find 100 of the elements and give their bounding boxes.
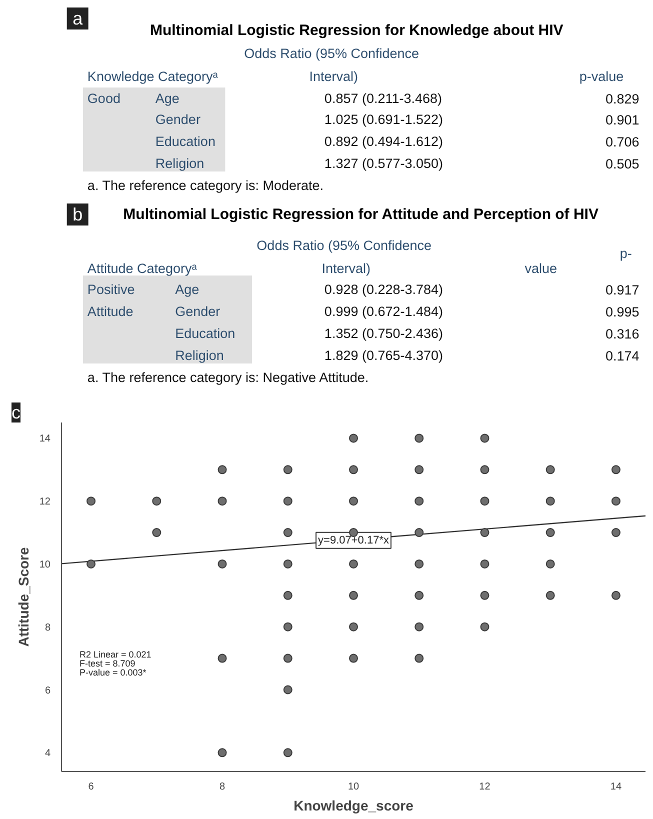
text: 0.505 [605, 156, 640, 172]
text: 1.829 (0.765-4.370) [324, 348, 444, 363]
point [546, 590, 555, 600]
x-axis-title: Knowledge_score [294, 798, 414, 814]
text: Interval) [322, 261, 371, 276]
point [480, 465, 490, 474]
point [546, 496, 555, 506]
point [86, 559, 96, 568]
point [414, 590, 424, 600]
text: c [12, 402, 20, 422]
y-tick-label: 4 [44, 748, 51, 760]
annotation: F-test = 8.709 [80, 658, 136, 668]
point [283, 748, 292, 758]
point [546, 528, 555, 538]
annotation: y=9.07+0.17*x [318, 534, 390, 546]
text: p-value [579, 69, 624, 84]
text: 0.995 [605, 304, 640, 320]
y-tick-label: 6 [44, 685, 51, 696]
point [283, 559, 292, 568]
text: 1.327 (0.577-3.050) [324, 156, 444, 171]
point [349, 590, 358, 600]
point [283, 528, 292, 538]
y-tick-label: 12 [39, 496, 51, 508]
point [218, 559, 227, 568]
text: 0.928 (0.228-3.784) [324, 282, 444, 297]
text: 0.316 [605, 326, 640, 342]
text: b [72, 204, 83, 224]
text: Age [155, 91, 180, 106]
annotation: R2 Linear = 0.021 [80, 650, 152, 660]
text: Religion [155, 156, 204, 171]
point [283, 590, 292, 600]
text: 1.025 (0.691-1.522) [324, 112, 444, 127]
point [414, 654, 424, 663]
point [283, 685, 292, 694]
text: a. The reference category is: Moderate. [87, 178, 324, 193]
text: 1.352 (0.750-2.436) [324, 326, 444, 341]
point [152, 496, 162, 506]
text: a. The reference category is: Negative Attitude. [87, 370, 369, 385]
text: a [72, 8, 84, 28]
text: 0.999 (0.672-1.484) [324, 304, 444, 319]
annotation: P-value = 0.003* [80, 668, 147, 678]
point [349, 622, 358, 632]
point [546, 465, 555, 474]
text: Multinomial Logistic Regression for Attitude and Perception of HIV [123, 206, 598, 223]
point [414, 559, 424, 568]
point [480, 496, 490, 506]
text: Knowledge Categoryᵃ [87, 69, 219, 84]
text: 0.706 [605, 134, 640, 150]
text: Multinomial Logistic Regression for Knowledge about HIV [150, 22, 564, 39]
point [349, 434, 358, 443]
point [152, 528, 162, 538]
text: 0.917 [605, 282, 640, 298]
text: Gender [175, 304, 221, 319]
text: 0.174 [605, 348, 640, 364]
text: Positive [87, 282, 135, 297]
point [480, 528, 490, 538]
point [414, 496, 424, 506]
point [218, 654, 227, 663]
text: Education [175, 326, 236, 341]
point [349, 559, 358, 568]
point [283, 654, 292, 663]
point [480, 434, 490, 443]
point [218, 465, 227, 474]
point [283, 496, 292, 506]
y-tick-label: 8 [44, 622, 51, 634]
point [611, 528, 620, 538]
point [414, 622, 424, 632]
text: Religion [175, 348, 224, 363]
point [480, 622, 490, 632]
point [349, 496, 358, 506]
point [414, 434, 424, 443]
text: Education [155, 134, 216, 149]
text: Attitude [87, 304, 134, 319]
y-tick-label: 10 [39, 559, 51, 570]
text: 0.829 [605, 92, 640, 106]
text: value [524, 261, 558, 276]
text: 0.892 (0.494-1.612) [324, 134, 444, 149]
text: Gender [155, 112, 201, 127]
text: p- [620, 246, 632, 261]
point [349, 654, 358, 663]
x-tick-label: 8 [219, 782, 226, 792]
text: Attitude Categoryᵃ [87, 261, 198, 276]
point [283, 622, 292, 632]
point [86, 496, 96, 506]
x-tick-label: 6 [88, 782, 94, 792]
point [611, 465, 620, 474]
text: 0.857 (0.211-3.468) [324, 91, 442, 106]
x-tick-label: 12 [479, 782, 491, 792]
point [218, 748, 227, 758]
point [349, 465, 358, 474]
text: Good [87, 91, 120, 106]
text: Odds Ratio (95% Confidence [256, 238, 432, 253]
point [283, 465, 292, 474]
text: Age [175, 282, 200, 297]
x-tick-label: 14 [610, 782, 622, 792]
point [611, 496, 620, 506]
y-tick-label: 14 [39, 434, 51, 445]
point [480, 590, 490, 600]
point [414, 528, 424, 538]
x-tick-label: 10 [348, 782, 360, 792]
